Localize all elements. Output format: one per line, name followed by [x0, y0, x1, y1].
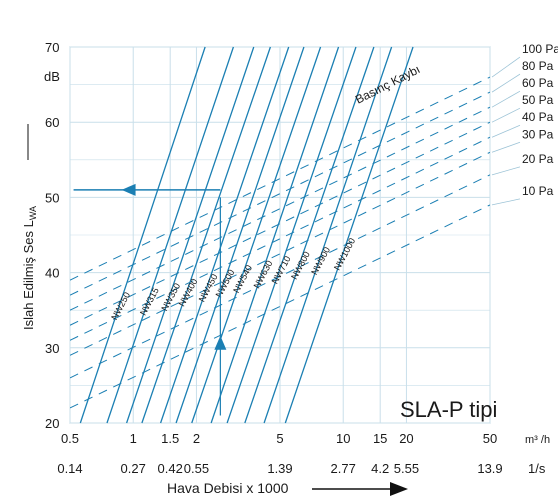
series-label: NW1000 [332, 236, 357, 272]
series-line [125, 46, 255, 424]
series-line [159, 46, 290, 424]
grid-layer [69, 46, 491, 424]
pressure-curve [70, 106, 490, 311]
pressure-curve [70, 151, 490, 356]
pressure-curve-leader [491, 90, 521, 108]
pressure-curve-leader [491, 56, 521, 78]
x-tick-label-m3h: 50 [483, 431, 497, 446]
series-label: NW540 [231, 263, 254, 294]
pressure-curve [70, 91, 490, 296]
x-tick-label-m3h: 1 [130, 431, 137, 446]
example-up-arrowhead [214, 335, 227, 350]
pressure-curve [70, 121, 490, 326]
series-line [141, 46, 272, 424]
pressure-curve-leader [491, 73, 521, 93]
x-tick-label-m3h: 20 [399, 431, 413, 446]
y-axis-label-sub: WA [28, 206, 38, 220]
series-line [226, 46, 357, 424]
x-axis-direction-arrow [312, 482, 408, 496]
y-unit: dB [44, 69, 60, 84]
x-tick-label-m3h: 10 [336, 431, 350, 446]
x-unit-m3h: m³ /h [525, 434, 550, 446]
pressure-curve-label: 20 Pa [522, 152, 554, 166]
example-left-arrowhead [121, 183, 136, 196]
pressure-curve [70, 76, 490, 281]
y-tick-label: 40 [45, 266, 59, 281]
x-tick-label-ls: 13.9 [477, 461, 502, 476]
pressure-curve-label: 40 Pa [522, 110, 554, 124]
x-tick-label-ls: 2.77 [331, 461, 356, 476]
pressure-curve-leader [491, 107, 521, 123]
y-tick-label: 60 [45, 115, 59, 130]
y-tick-label: 30 [45, 341, 59, 356]
series-label: NW250 [109, 290, 132, 321]
example-layer [73, 183, 227, 416]
y-tick-label: 50 [45, 190, 59, 205]
x-tick-label-ls: 4.2 [371, 461, 389, 476]
series-label: NW900 [309, 245, 332, 276]
pressure-curve [70, 136, 490, 341]
series-label: NW630 [252, 259, 275, 290]
pressure-curve-leader [491, 124, 521, 138]
x-tick-label-ls: 0.14 [57, 461, 82, 476]
series-line [263, 46, 393, 424]
pressure-curve-label: 30 Pa [522, 127, 554, 141]
x-tick-label-ls: 5.55 [394, 461, 419, 476]
pressure-curve-label: 50 Pa [522, 93, 554, 107]
pressure-curve-layer [70, 76, 490, 409]
pressure-curve-label: 60 Pa [522, 76, 554, 90]
series-label: NW350 [159, 281, 182, 312]
x-tick-label-m3h: 5 [276, 431, 283, 446]
x-tick-label-ls: 1.39 [267, 461, 292, 476]
series-label: NW315 [138, 286, 161, 317]
pressure-curve-label: 80 Pa [522, 59, 554, 73]
x-tick-label-m3h: 0.5 [61, 431, 79, 446]
x-tick-label-ls: 0.27 [121, 461, 146, 476]
pressure-curve [70, 204, 490, 409]
y-tick-label: 20 [45, 416, 59, 431]
x-axis-label: Hava Debisi x 1000 [167, 480, 289, 496]
pressure-curve [70, 174, 490, 379]
pressure-curve-leader [491, 198, 521, 206]
tick-label-layer: 10 Pa 20 Pa 30 Pa 40 Pa 50 Pa 60 Pa 80 Pa 100 P… [27, 40, 558, 476]
series-line [284, 46, 414, 424]
series-line [191, 46, 322, 424]
pressure-curve-label: 100 Pa [522, 42, 558, 56]
x-tick-label-m3h: 2 [193, 431, 200, 446]
y-axis-label: Islah Edilmiş Ses LWA [21, 206, 38, 330]
series-line [79, 46, 206, 424]
series-label: NW800 [289, 250, 312, 281]
pressure-curve-leader [491, 141, 521, 153]
series-line [175, 46, 305, 424]
x-tick-label-ls: 0.42 [158, 461, 183, 476]
pressure-curve-leader [491, 166, 521, 176]
series-label: NW710 [270, 254, 293, 285]
chart-title: SLA-P tipi [400, 397, 497, 422]
x-tick-label-m3h: 15 [373, 431, 387, 446]
series-line [210, 46, 340, 424]
y-axis-label-main: Islah Edilmiş Ses L [21, 220, 36, 330]
x-unit-ls: 1/s [528, 461, 546, 476]
x-tick-label-m3h: 1.5 [161, 431, 179, 446]
series-line [244, 46, 375, 424]
x-tick-label-ls: 0.55 [184, 461, 209, 476]
y-tick-label: 70 [45, 40, 59, 55]
pressure-curve-label: 10 Pa [522, 184, 554, 198]
series-line [106, 46, 235, 424]
